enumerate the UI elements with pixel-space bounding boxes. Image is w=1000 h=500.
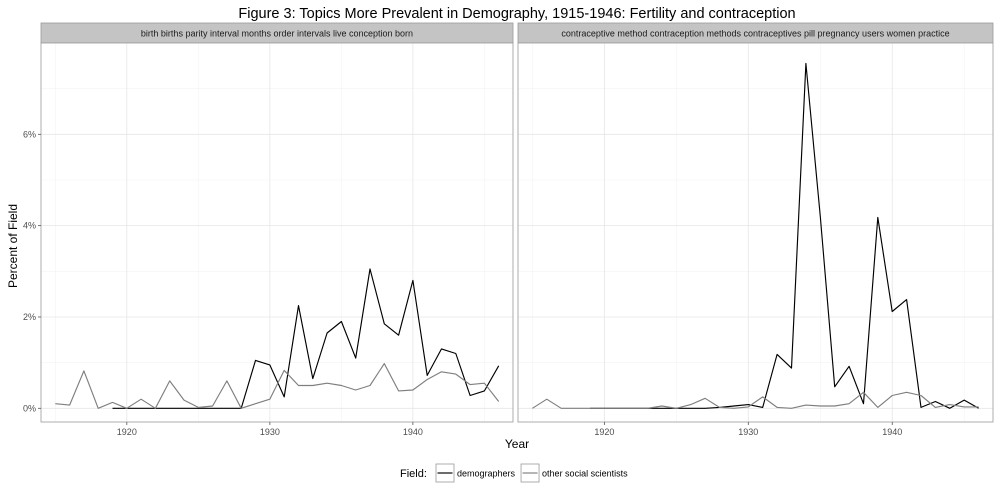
y-tick-label: 4% (23, 221, 36, 231)
series-line-other-social-scientists (532, 391, 979, 409)
panel-2: contraceptive method contraception metho… (517, 22, 994, 437)
panel-border (517, 42, 994, 423)
legend-title: Field: (400, 468, 427, 480)
panel-1: birth births parity interval months orde… (23, 22, 514, 437)
panels: birth births parity interval months orde… (23, 22, 994, 437)
facet-strip-label: birth births parity interval months orde… (141, 29, 413, 39)
facet-strip-label: contraceptive method contraception metho… (561, 29, 949, 39)
x-tick-label: 1920 (594, 427, 614, 437)
chart-title: Figure 3: Topics More Prevalent in Demog… (238, 6, 795, 22)
panel-background (41, 43, 513, 422)
legend-label: demographers (457, 469, 516, 479)
panel-background (518, 43, 993, 422)
series-line-demographers (590, 62, 979, 409)
x-tick-label: 1940 (403, 427, 423, 437)
y-tick-label: 6% (23, 129, 36, 139)
x-axis-title: Year (505, 437, 529, 451)
legend-label: other social scientists (542, 469, 628, 479)
legend: Field: demographers other social scientis… (400, 463, 628, 483)
y-tick-label: 0% (23, 403, 36, 413)
series-line-demographers (112, 268, 500, 409)
legend-item: other social scientists (520, 463, 628, 483)
x-tick-label: 1920 (117, 427, 137, 437)
series-line-other-social-scientists (55, 363, 500, 409)
y-axis-title: Percent of Field (6, 204, 20, 288)
y-tick-label: 2% (23, 312, 36, 322)
legend-item: demographers (435, 463, 516, 483)
x-tick-label: 1930 (260, 427, 280, 437)
x-tick-label: 1930 (738, 427, 758, 437)
x-tick-label: 1940 (882, 427, 902, 437)
panel-border (40, 42, 514, 423)
